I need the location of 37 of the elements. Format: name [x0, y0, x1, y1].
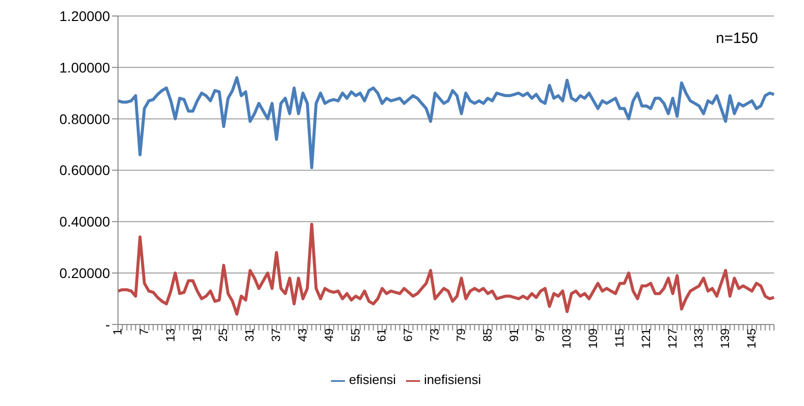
x-tick-label: 31 — [242, 328, 257, 342]
x-tick-label: 145 — [744, 328, 759, 348]
x-tick-label: 121 — [638, 328, 653, 348]
x-tick-label: 85 — [480, 328, 494, 342]
x-tick-label: 97 — [533, 328, 548, 342]
x-tick-label: 19 — [190, 328, 204, 342]
y-tick-label: 0.20000 — [59, 265, 110, 281]
y-tick-label: 1.00000 — [59, 59, 110, 76]
x-tick-label: 43 — [295, 328, 310, 342]
x-tick-label: 109 — [586, 328, 600, 348]
x-tick-label: 25 — [216, 328, 230, 342]
y-tick-label: - — [105, 316, 110, 332]
x-tick-label: 115 — [612, 328, 626, 348]
x-tick-label: 133 — [692, 328, 706, 348]
line-series — [116, 222, 776, 316]
x-tick-label: 73 — [428, 328, 442, 342]
y-tick-label: 0.60000 — [59, 162, 110, 178]
x-tick-label: 55 — [348, 328, 362, 342]
x-tick-label: 79 — [454, 328, 468, 342]
x-tick-label: 13 — [163, 328, 178, 342]
y-tick-label: 0.40000 — [59, 214, 110, 230]
y-tick-label: 0.80000 — [59, 110, 110, 127]
x-tick-label: 127 — [665, 328, 680, 348]
legend-label: efisiensi — [348, 372, 396, 388]
x-tick-label: 49 — [322, 328, 336, 342]
x-tick-label: 7 — [136, 328, 151, 336]
x-tick-label: 139 — [718, 328, 732, 348]
x-tick-label: 1 — [110, 328, 125, 336]
x-tick-label: 67 — [401, 328, 416, 342]
annotation: n=150 — [716, 30, 758, 47]
legend-label: inefisiensi — [424, 372, 482, 388]
line-series — [116, 76, 776, 170]
x-tick-label: 91 — [506, 328, 521, 342]
x-tick-label: 103 — [560, 328, 574, 348]
x-tick-label: 37 — [269, 328, 284, 342]
y-tick-label: 1.20000 — [59, 8, 110, 24]
x-tick-label: 61 — [374, 328, 389, 342]
